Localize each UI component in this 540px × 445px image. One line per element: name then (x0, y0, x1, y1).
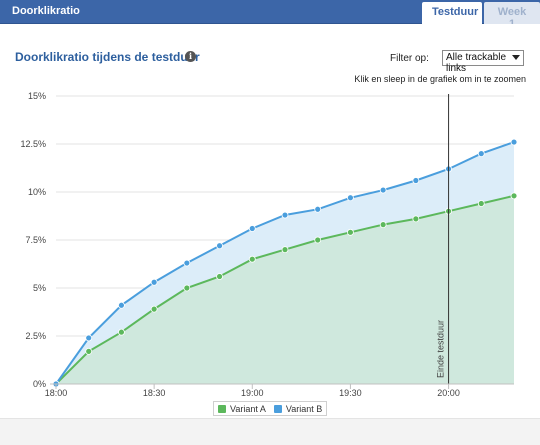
chart-legend: Variant A Variant B (213, 401, 328, 416)
point-variant-a[interactable] (379, 221, 387, 229)
top-header-bar: Doorklikratio Testduur Week 1 (0, 0, 540, 30)
y-tick-label: 2.5% (25, 331, 46, 341)
chart-title: Doorklikratio tijdens de testduur (15, 50, 200, 64)
point-variant-b[interactable] (281, 211, 289, 219)
legend-item-variant-a[interactable]: Variant A (218, 404, 266, 414)
info-icon[interactable]: i (185, 51, 196, 62)
point-variant-b[interactable] (183, 259, 191, 267)
point-variant-b[interactable] (477, 150, 485, 158)
y-tick-label: 10% (28, 187, 46, 197)
area-variant-a (56, 195, 514, 384)
point-variant-b[interactable] (347, 194, 354, 202)
legend-swatch-variant-b (273, 404, 282, 413)
point-variant-a[interactable] (248, 255, 256, 263)
x-tick-label: 19:00 (241, 388, 264, 398)
point-variant-b[interactable] (85, 334, 93, 342)
x-tick-label: 18:30 (143, 388, 166, 398)
point-variant-b[interactable] (412, 177, 420, 184)
point-variant-b[interactable] (216, 242, 223, 250)
area-variant-b (56, 142, 514, 384)
header-title: Doorklikratio (12, 5, 80, 17)
filter-selected-value: Alle trackable links (446, 52, 507, 74)
x-tick-label: 20:00 (437, 388, 460, 398)
x-tick-label: 18:00 (45, 388, 68, 398)
point-variant-a[interactable] (281, 246, 289, 254)
y-tick-label: 7.5% (25, 235, 46, 245)
point-variant-b[interactable] (314, 205, 322, 213)
y-tick-label: 5% (33, 283, 46, 293)
point-variant-a[interactable] (314, 236, 322, 244)
point-variant-b[interactable] (510, 138, 518, 146)
point-variant-b[interactable] (150, 278, 158, 286)
point-variant-a[interactable] (412, 215, 420, 223)
point-variant-a[interactable] (150, 305, 158, 313)
point-variant-b[interactable] (248, 225, 256, 232)
legend-item-variant-b[interactable]: Variant B (273, 403, 323, 414)
chevron-down-icon (512, 55, 520, 60)
point-variant-b[interactable] (118, 301, 125, 309)
zoom-hint: Klik en sleep in de grafiek om in te zoo… (354, 74, 526, 84)
y-tick-label: 15% (28, 91, 46, 101)
bottom-band (0, 418, 540, 445)
point-variant-a[interactable] (216, 273, 223, 280)
y-tick-label: 0% (33, 379, 46, 389)
point-variant-a[interactable] (510, 192, 518, 200)
point-variant-b[interactable] (379, 186, 387, 194)
point-variant-a[interactable] (183, 284, 191, 292)
point-variant-a[interactable] (477, 200, 485, 207)
legend-label-variant-b: Variant B (285, 403, 323, 414)
y-tick-label: 12.5% (20, 139, 46, 149)
tab-testduur[interactable]: Testduur (422, 2, 482, 24)
point-variant-a[interactable] (347, 228, 354, 236)
point-variant-a[interactable] (85, 347, 93, 355)
legend-label-variant-a: Variant A (230, 403, 266, 414)
filter-label: Filter op: (390, 53, 429, 64)
point-variant-a[interactable] (118, 328, 125, 336)
filter-select[interactable]: Alle trackable links (442, 50, 524, 74)
x-tick-label: 19:30 (339, 388, 362, 398)
plot-line-label: Einde testduur (436, 320, 446, 378)
legend-swatch-variant-a (218, 404, 226, 413)
